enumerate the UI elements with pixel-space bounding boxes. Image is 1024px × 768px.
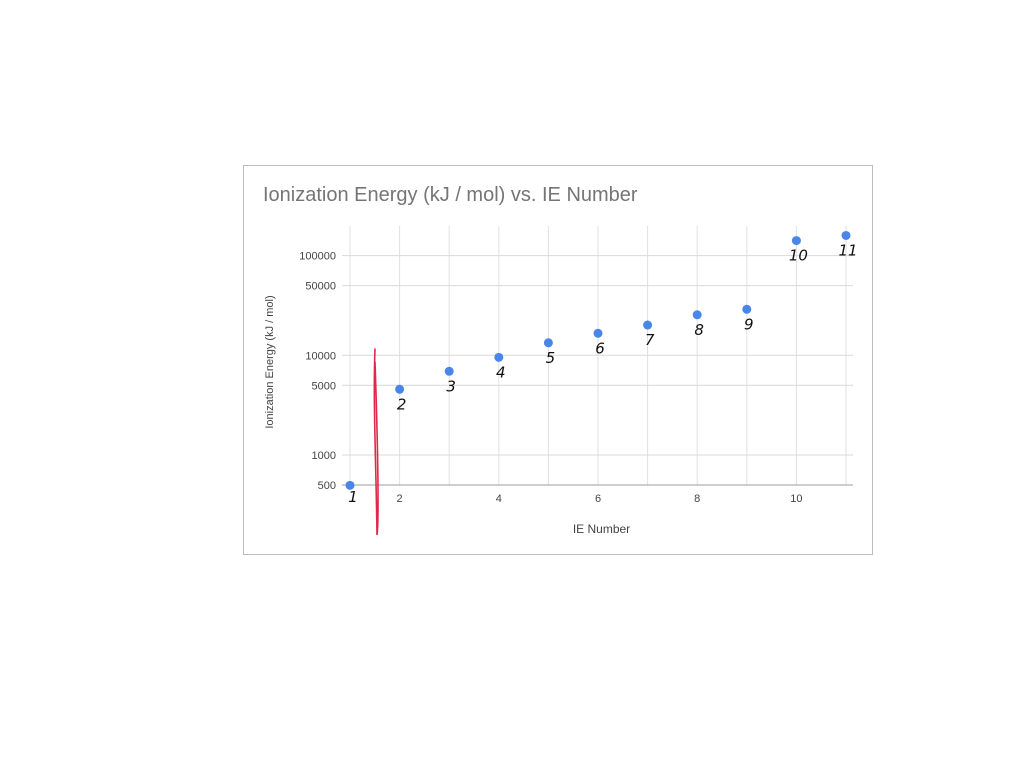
handwritten-label: 1 — [348, 488, 358, 506]
x-axis-label: IE Number — [573, 522, 630, 536]
y-tick-label: 5000 — [312, 380, 336, 392]
data-point — [494, 352, 504, 362]
y-tick-label: 100000 — [299, 251, 336, 263]
y-tick-label: 50000 — [305, 281, 336, 293]
y-axis-label: Ionization Energy (kJ / mol) — [264, 295, 276, 428]
handwritten-divider-line — [373, 348, 379, 536]
data-point — [643, 320, 653, 330]
handwritten-label: 4 — [496, 363, 506, 381]
data-point — [543, 338, 553, 348]
x-tick-label: 6 — [595, 493, 601, 505]
data-point — [593, 328, 603, 338]
handwritten-label: 8 — [694, 321, 704, 339]
x-tick-label: 8 — [694, 493, 700, 505]
data-point — [742, 304, 752, 314]
handwritten-label: 9 — [744, 315, 754, 333]
data-point — [345, 480, 355, 490]
x-tick-label: 2 — [397, 493, 403, 505]
x-tick-label: 10 — [790, 493, 802, 505]
data-point — [692, 310, 702, 320]
data-point — [444, 366, 454, 376]
handwritten-label: 7 — [645, 331, 655, 349]
y-tick-label: 500 — [318, 480, 336, 492]
handwritten-label: 2 — [397, 395, 407, 413]
handwritten-label: 3 — [446, 377, 456, 395]
handwritten-label: 6 — [595, 339, 605, 357]
data-point — [791, 236, 801, 246]
y-tick-label: 10000 — [305, 350, 336, 362]
chart-frame — [243, 165, 873, 555]
x-tick-label: 4 — [496, 493, 502, 505]
chart-title: Ionization Energy (kJ / mol) vs. IE Numb… — [263, 184, 638, 206]
y-tick-label: 1000 — [312, 450, 336, 462]
handwritten-label: 5 — [546, 349, 556, 367]
handwritten-label: 10 — [789, 247, 808, 265]
data-point — [841, 230, 851, 240]
handwritten-label: 11 — [838, 241, 857, 259]
data-point — [395, 384, 405, 394]
